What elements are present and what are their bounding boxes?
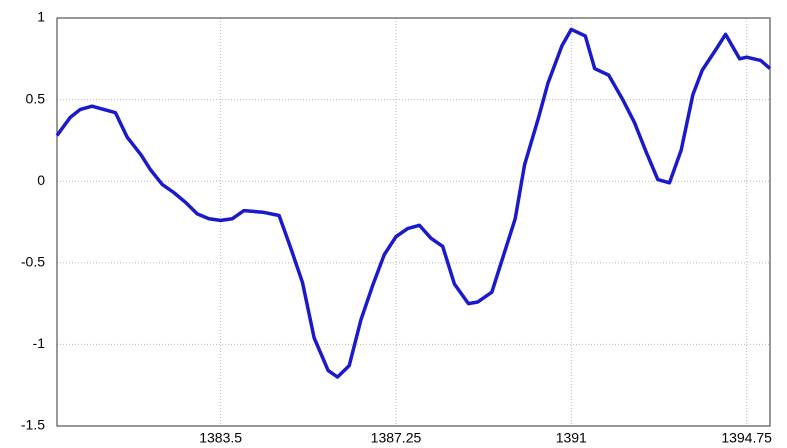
y-tick-label: 0.5 <box>26 90 46 106</box>
x-tick-label: 1387.25 <box>371 430 422 446</box>
y-tick-label: 0 <box>37 172 45 188</box>
y-tick-label: -0.5 <box>21 254 45 270</box>
x-tick-label: 1391 <box>556 430 587 446</box>
data-line <box>55 27 772 379</box>
plot-frame <box>56 17 771 427</box>
y-tick-label: -1 <box>33 335 46 351</box>
y-tick-label: -1.5 <box>21 417 45 433</box>
x-tick-label: 1394.75 <box>721 430 772 446</box>
x-tick-label: 1383.5 <box>199 430 242 446</box>
y-tick-label: 1 <box>37 9 45 25</box>
